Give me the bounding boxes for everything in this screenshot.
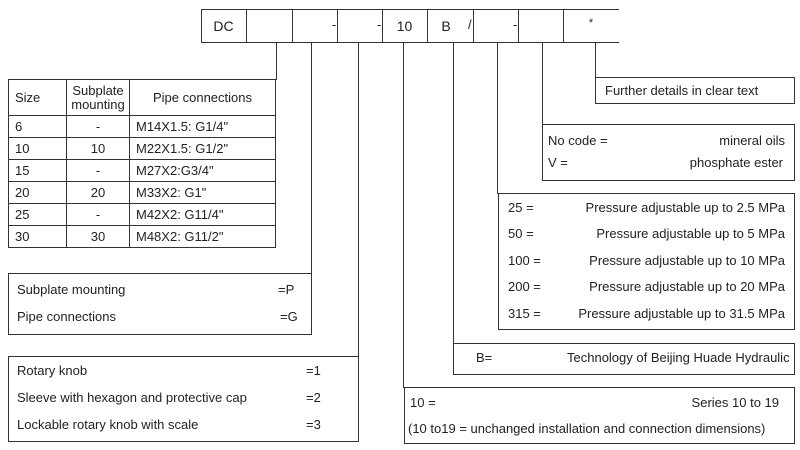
leader-line [595, 42, 596, 78]
mounting-code: =G [280, 309, 298, 324]
series-label: Series 10 to 19 [691, 395, 779, 410]
cell-subplate: 20 [66, 181, 130, 204]
pressure-box [498, 193, 795, 330]
code-cell-series: 10 [396, 18, 413, 34]
adjustment-label: Rotary knob [17, 363, 88, 378]
leader-line [542, 42, 543, 125]
mounting-label: Pipe connections [17, 309, 117, 324]
table-row: 15- M27X2:G3/4" [8, 159, 276, 182]
fluid-label: mineral oils [719, 133, 785, 148]
mounting-label: Subplate mounting [17, 282, 126, 297]
code-divider [337, 9, 338, 43]
code-divider [246, 9, 247, 43]
pressure-code: 200 = [508, 279, 541, 294]
code-divider [563, 9, 564, 43]
technology-box [453, 343, 795, 375]
cell-size: 10 [8, 137, 67, 160]
header-size: Size [8, 79, 67, 116]
leader-line [497, 42, 498, 194]
adjustment-label: Sleeve with hexagon and protective cap [17, 390, 247, 405]
code-cell-asterisk: * [588, 17, 594, 29]
cell-subplate: 30 [66, 225, 130, 248]
code-divider [427, 9, 428, 43]
leader-line [453, 42, 454, 344]
cell-pipe: M22X1.5: G1/2" [129, 137, 276, 160]
code-row-bottom-border [201, 42, 619, 43]
series-code: 10 = [410, 395, 436, 410]
cell-subplate: - [66, 203, 130, 226]
fluid-code: No code = [548, 133, 608, 148]
cell-pipe: M14X1.5: G1/4" [129, 115, 276, 138]
pressure-code: 25 = [508, 200, 534, 215]
leader-line [311, 42, 312, 274]
series-box [404, 387, 795, 444]
technology-label: Technology of Beijing Huade Hydraulic [567, 350, 790, 365]
pressure-code: 50 = [508, 226, 534, 241]
leader-line [358, 42, 359, 357]
table-row: 25- M42X2: G11/4" [8, 203, 276, 226]
further-details-box [595, 77, 795, 104]
cell-pipe: M33X2: G1" [129, 181, 276, 204]
table-row: 10 10 M22X1.5: G1/2" [8, 137, 276, 160]
leader-line [276, 42, 277, 80]
pressure-code: 100 = [508, 253, 541, 268]
cell-subplate: - [66, 115, 130, 138]
cell-size: 30 [8, 225, 67, 248]
pressure-label: Pressure adjustable up to 20 MPa [589, 279, 785, 294]
further-details-text: Further details in clear text [605, 83, 759, 98]
pressure-label: Pressure adjustable up to 31.5 MPa [578, 306, 785, 321]
code-divider [292, 9, 293, 43]
cell-size: 6 [8, 115, 67, 138]
adjustment-label: Lockable rotary knob with scale [17, 417, 199, 432]
code-divider [382, 9, 383, 43]
code-divider [473, 9, 474, 43]
code-slash: / [468, 17, 472, 32]
table-row: 20 20 M33X2: G1" [8, 181, 276, 204]
adjustment-box [8, 356, 359, 442]
adjustment-code: =2 [306, 390, 321, 405]
pressure-label: Pressure adjustable up to 5 MPa [596, 226, 785, 241]
code-row-top-border [201, 9, 619, 10]
table-row: 6- M14X1.5: G1/4" [8, 115, 276, 138]
code-dash: - [332, 17, 337, 32]
fluid-code: V = [548, 155, 568, 170]
size-table: Size Subplate mounting Pipe connections … [8, 79, 276, 248]
code-dash: - [513, 17, 518, 32]
cell-subplate: 10 [66, 137, 130, 160]
header-subplate: Subplate mounting [66, 79, 130, 116]
code-divider [518, 9, 519, 43]
leader-line [403, 42, 404, 388]
code-divider [201, 9, 202, 43]
code-cell-dc: DC [213, 18, 234, 34]
mounting-box [8, 273, 312, 335]
cell-pipe: M42X2: G11/4" [129, 203, 276, 226]
mounting-code: =P [278, 282, 295, 297]
adjustment-code: =1 [306, 363, 321, 378]
code-dash: - [377, 17, 382, 32]
series-note: (10 to19 = unchanged installation and co… [408, 421, 766, 436]
technology-code: B= [476, 350, 493, 365]
cell-pipe: M48X2: G11/2" [129, 225, 276, 248]
cell-subplate: - [66, 159, 130, 182]
pressure-label: Pressure adjustable up to 10 MPa [589, 253, 785, 268]
cell-size: 25 [8, 203, 67, 226]
pressure-code: 315 = [508, 306, 541, 321]
cell-pipe: M27X2:G3/4" [129, 159, 276, 182]
table-row: 30 30 M48X2: G11/2" [8, 225, 276, 248]
table-header-row: Size Subplate mounting Pipe connections [8, 79, 276, 116]
code-cell-b: B [441, 18, 451, 34]
cell-size: 15 [8, 159, 67, 182]
fluid-label: phosphate ester [689, 155, 783, 170]
pressure-label: Pressure adjustable up to 2.5 MPa [585, 200, 785, 215]
cell-size: 20 [8, 181, 67, 204]
fluid-box [542, 124, 795, 181]
adjustment-code: =3 [306, 417, 321, 432]
header-pipe: Pipe connections [129, 79, 276, 116]
